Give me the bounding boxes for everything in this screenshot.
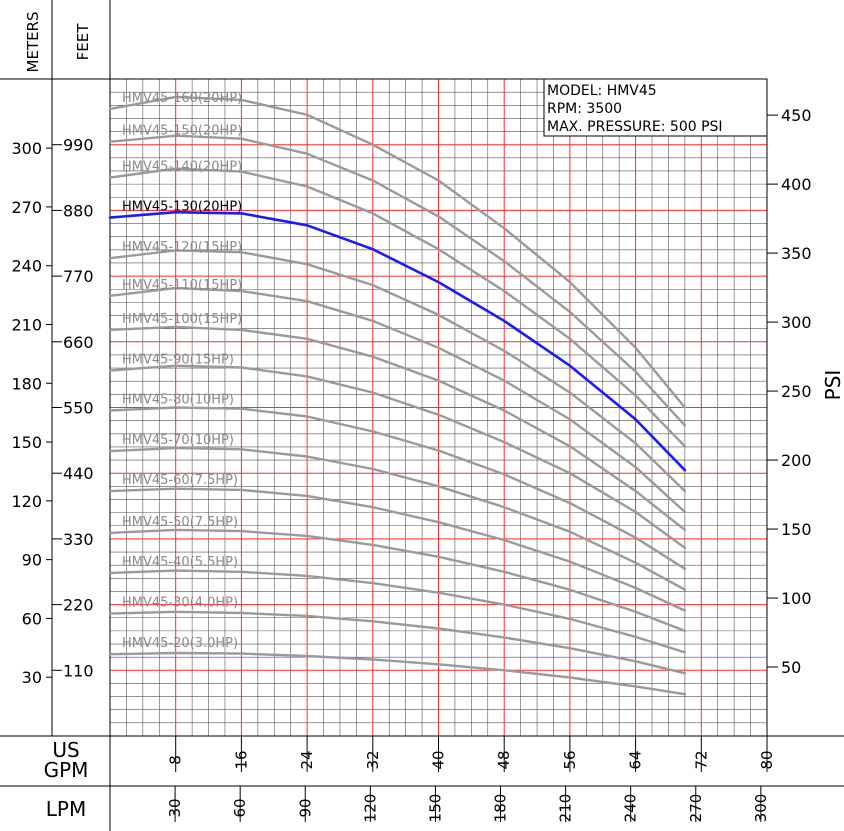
- meters-tick-label: 240: [11, 257, 42, 276]
- meters-tick-label: 120: [11, 492, 42, 511]
- performance-curves: [108, 95, 687, 696]
- info-model: MODEL: HMV45: [547, 83, 657, 99]
- curve-label: HMV45-140(20HP): [122, 160, 242, 175]
- meters-tick-label: 150: [11, 433, 42, 452]
- psi-axis-title: PSI: [821, 370, 844, 401]
- psi-tick-label: 100: [781, 589, 812, 608]
- curve-hmv45-130-20hp-: [108, 210, 687, 472]
- lpm-axis-title: LPM: [46, 797, 86, 821]
- curve-hmv45-50-7-5hp-: [108, 528, 687, 633]
- curve-label: HMV45-30(4.0HP): [122, 596, 238, 611]
- gpm-tick-label: 80: [758, 750, 776, 769]
- curve-label: HMV45-70(10HP): [122, 433, 234, 448]
- axis-ticks: 30 60 90 120 150 180 210 240 270 300 110 220 330 440 5…: [11, 106, 811, 822]
- curve-hmv45-80-10hp-: [108, 406, 687, 570]
- curve-label: HMV45-100(15HP): [122, 312, 242, 327]
- lpm-tick-label: 210: [557, 794, 575, 823]
- lpm-tick-label: 120: [361, 794, 379, 823]
- meters-tick-label: 90: [22, 551, 42, 570]
- lpm-tick-label: 300: [752, 794, 770, 823]
- feet-tick-label: 220: [63, 596, 94, 615]
- psi-tick-label: 300: [781, 313, 812, 332]
- psi-tick-label: 150: [781, 520, 812, 539]
- curve-hmv45-70-10hp-: [108, 446, 687, 591]
- feet-axis-title: FEET: [74, 23, 92, 61]
- gpm-tick-label: 8: [167, 755, 185, 765]
- meters-tick-label: 270: [11, 198, 42, 217]
- curve-hmv45-60-7-5hp-: [108, 487, 687, 612]
- major-grid: [110, 79, 767, 736]
- psi-tick-label: 450: [781, 106, 812, 125]
- curve-hmv45-100-15hp-: [108, 325, 687, 532]
- curve-label: HMV45-110(15HP): [122, 278, 242, 293]
- info-max-pressure: MAX. PRESSURE: 500 PSI: [547, 119, 723, 135]
- gpm-tick-label: 24: [298, 750, 316, 769]
- gpm-tick-label: 56: [561, 750, 579, 769]
- gpm-axis-title-gpm: GPM: [44, 758, 89, 782]
- feet-tick-label: 110: [63, 661, 94, 680]
- info-rpm: RPM: 3500: [547, 101, 622, 117]
- curve-label: HMV45-80(10HP): [122, 393, 234, 408]
- curve-hmv45-40-5-5hp-: [108, 569, 687, 654]
- gpm-tick-label: 40: [430, 750, 448, 769]
- curve-label: HMV45-20(3.0HP): [122, 636, 238, 651]
- meters-tick-label: 300: [11, 139, 42, 158]
- meters-tick-label: 180: [11, 374, 42, 393]
- curve-label: HMV45-50(7.5HP): [122, 515, 238, 530]
- curve-label: HMV45-130(20HP): [122, 200, 242, 215]
- curve-label: HMV45-90(15HP): [122, 353, 234, 368]
- feet-tick-label: 550: [63, 399, 94, 418]
- gpm-tick-label: 32: [364, 750, 382, 769]
- meters-tick-label: 30: [22, 668, 42, 687]
- model-info-box: MODEL: HMV45 RPM: 3500 MAX. PRESSURE: 50…: [543, 78, 768, 137]
- curve-label: HMV45-60(7.5HP): [122, 473, 238, 488]
- curve-hmv45-90-15hp-: [108, 364, 687, 550]
- psi-tick-label: 200: [781, 451, 812, 470]
- curve-hmv45-30-4-0hp-: [108, 610, 687, 675]
- feet-tick-label: 880: [63, 201, 94, 220]
- feet-tick-label: 330: [63, 530, 94, 549]
- gpm-tick-label: 48: [495, 750, 513, 769]
- gpm-axis-title-us: US: [52, 738, 79, 762]
- curve-label: HMV45-40(5.5HP): [122, 555, 238, 570]
- gpm-tick-label: 16: [232, 750, 250, 769]
- psi-tick-label: 350: [781, 244, 812, 263]
- lpm-tick-label: 90: [296, 798, 314, 817]
- curve-hmv45-110-15hp-: [108, 286, 687, 514]
- info-box-border: [543, 78, 768, 137]
- meters-tick-label: 60: [22, 609, 42, 628]
- curve-hmv45-160-20hp-: [108, 95, 687, 409]
- lpm-tick-label: 60: [231, 798, 249, 817]
- feet-tick-label: 990: [63, 136, 94, 155]
- psi-tick-label: 250: [781, 382, 812, 401]
- curve-hmv45-140-20hp-: [108, 167, 687, 448]
- psi-tick-label: 400: [781, 175, 812, 194]
- meters-tick-label: 210: [11, 315, 42, 334]
- feet-tick-label: 660: [63, 333, 94, 352]
- curve-label: HMV45-120(15HP): [122, 240, 242, 255]
- gpm-tick-label: 72: [692, 750, 710, 769]
- curve-labels: HMV45-160(20HP) HMV45-150(20HP) HMV45-140(…: [122, 91, 242, 651]
- gpm-tick-label: 64: [627, 750, 645, 769]
- curve-label: HMV45-150(20HP): [122, 124, 242, 139]
- curve-hmv45-20-3-0hp-: [108, 651, 687, 696]
- feet-tick-label: 770: [63, 267, 94, 286]
- psi-tick-label: 50: [781, 658, 801, 677]
- lpm-tick-label: 150: [426, 794, 444, 823]
- lpm-tick-label: 240: [622, 794, 640, 823]
- lpm-tick-label: 180: [492, 794, 510, 823]
- feet-tick-label: 440: [63, 464, 94, 483]
- curve-hmv45-120-15hp-: [108, 249, 687, 493]
- curve-hmv45-150-20hp-: [108, 134, 687, 427]
- lpm-tick-label: 270: [687, 794, 705, 823]
- meters-axis-title: METERS: [24, 11, 42, 72]
- curve-label: HMV45-160(20HP): [122, 91, 242, 106]
- lpm-tick-label: 30: [166, 798, 184, 817]
